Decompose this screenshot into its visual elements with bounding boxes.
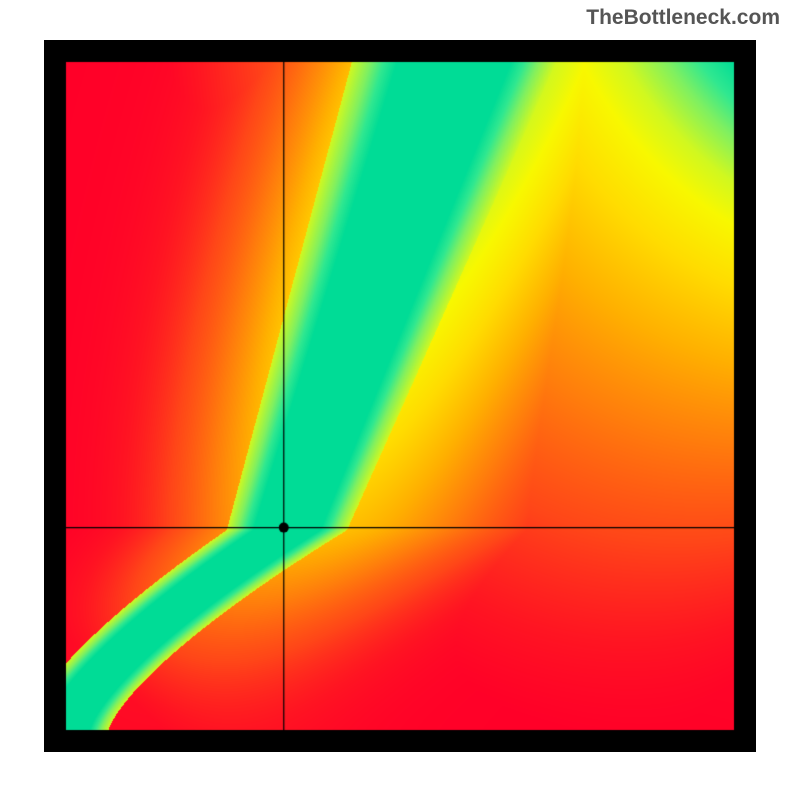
attribution-text: TheBottleneck.com bbox=[586, 6, 780, 30]
heatmap-plot bbox=[44, 40, 756, 752]
heatmap-canvas bbox=[44, 40, 756, 752]
